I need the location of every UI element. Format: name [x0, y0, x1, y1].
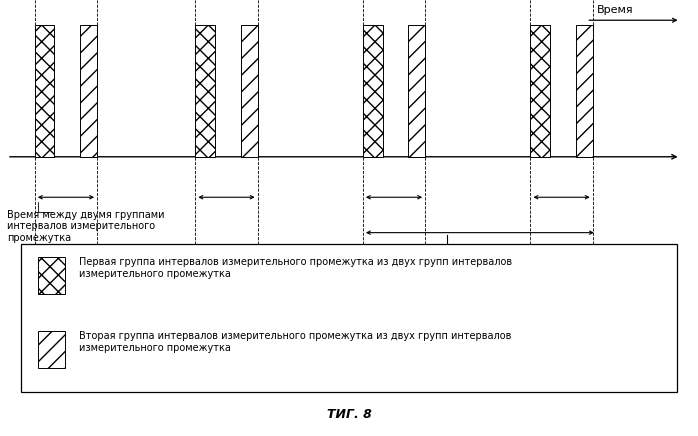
Text: Первая группа интервалов измерительного промежутка из двух групп интервалов
изме: Первая группа интервалов измерительного … [79, 257, 512, 279]
Bar [80, 25, 97, 157]
Bar [35, 25, 54, 157]
Bar [241, 25, 258, 157]
Bar [576, 25, 593, 157]
Bar [195, 25, 215, 157]
Bar [38, 257, 65, 294]
Bar [363, 25, 383, 157]
Text: Время: Время [597, 5, 633, 15]
Text: Вторая группа интервалов измерительного промежутка из двух групп интервалов
изме: Вторая группа интервалов измерительного … [79, 331, 511, 353]
Text: Время между двумя группами
интервалов измерительного
промежутка: Время между двумя группами интервалов из… [7, 210, 165, 243]
Bar [530, 25, 550, 157]
Text: ΤИГ. 8: ΤИГ. 8 [327, 408, 371, 421]
Bar [38, 331, 65, 368]
Text: Период измерительного промежутка: Период измерительного промежутка [255, 258, 461, 268]
Bar [408, 25, 425, 157]
Bar [21, 244, 677, 392]
